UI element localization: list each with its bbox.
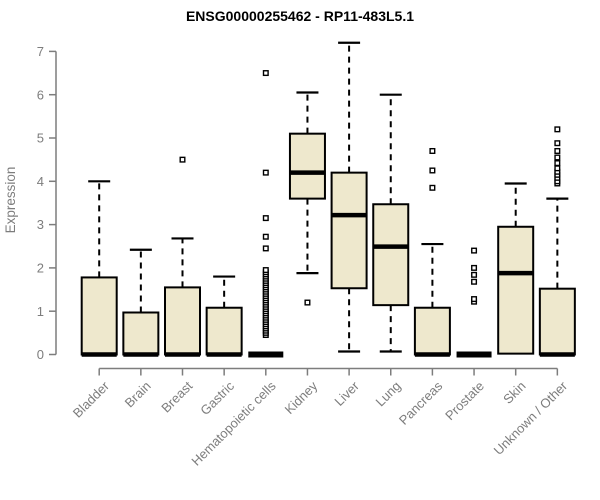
outlier-point: [554, 140, 561, 147]
x-axis-label: Brain: [122, 378, 154, 410]
x-axis-label: Liver: [331, 378, 362, 409]
iqr-box: [288, 132, 326, 200]
outlier-point: [179, 156, 186, 163]
x-axis-label: Lung: [373, 378, 404, 409]
outlier-point: [471, 278, 478, 285]
iqr-box: [80, 276, 118, 356]
x-axis-label: Breast: [158, 378, 195, 415]
y-axis-tick-label: 7: [37, 44, 44, 59]
chart-title: ENSG00000255462 - RP11-483L5.1: [186, 8, 414, 24]
outlier-point: [554, 147, 561, 154]
y-axis-title: Expression: [3, 167, 18, 234]
outlier-point: [554, 165, 561, 172]
outlier-point: [262, 215, 269, 222]
iqr-box: [372, 203, 410, 307]
iqr-box: [122, 311, 160, 356]
iqr-box: [538, 287, 576, 356]
x-axis-label: Prostate: [442, 378, 487, 423]
outlier-point: [304, 299, 311, 306]
iqr-box: [497, 225, 535, 355]
x-axis-label: Pancreas: [396, 378, 446, 428]
outlier-point: [554, 154, 561, 161]
outlier-point: [471, 247, 478, 254]
y-axis-tick-label: 6: [37, 87, 44, 102]
outlier-point: [554, 160, 561, 167]
outlier-point: [262, 70, 269, 77]
y-axis-tick-label: 4: [37, 174, 44, 189]
iqr-box: [413, 306, 451, 356]
y-axis-tick-label: 5: [37, 131, 44, 146]
x-axis-label: Skin: [500, 378, 528, 406]
x-axis-label: Gastric: [197, 378, 237, 418]
outlier-point: [554, 126, 561, 133]
iqr-box: [330, 171, 368, 290]
y-axis-tick-label: 1: [37, 304, 44, 319]
outlier-point: [262, 245, 269, 252]
outlier-point: [429, 147, 436, 154]
outlier-point: [429, 184, 436, 191]
outlier-point: [471, 296, 478, 303]
outlier-point: [471, 264, 478, 271]
x-axis-label: Kidney: [282, 378, 321, 417]
outlier-point: [262, 169, 269, 176]
iqr-box: [205, 306, 243, 356]
y-axis-tick-label: 0: [37, 347, 44, 362]
outlier-point: [429, 167, 436, 174]
outlier-point: [262, 233, 269, 240]
outlier-point: [262, 267, 269, 274]
outlier-point: [471, 271, 478, 278]
y-axis-tick-label: 2: [37, 260, 44, 275]
y-axis-tick-label: 3: [37, 217, 44, 232]
x-axis-label: Unknown / Other: [491, 378, 571, 458]
iqr-box: [164, 286, 201, 356]
x-axis-label: Bladder: [70, 378, 113, 421]
